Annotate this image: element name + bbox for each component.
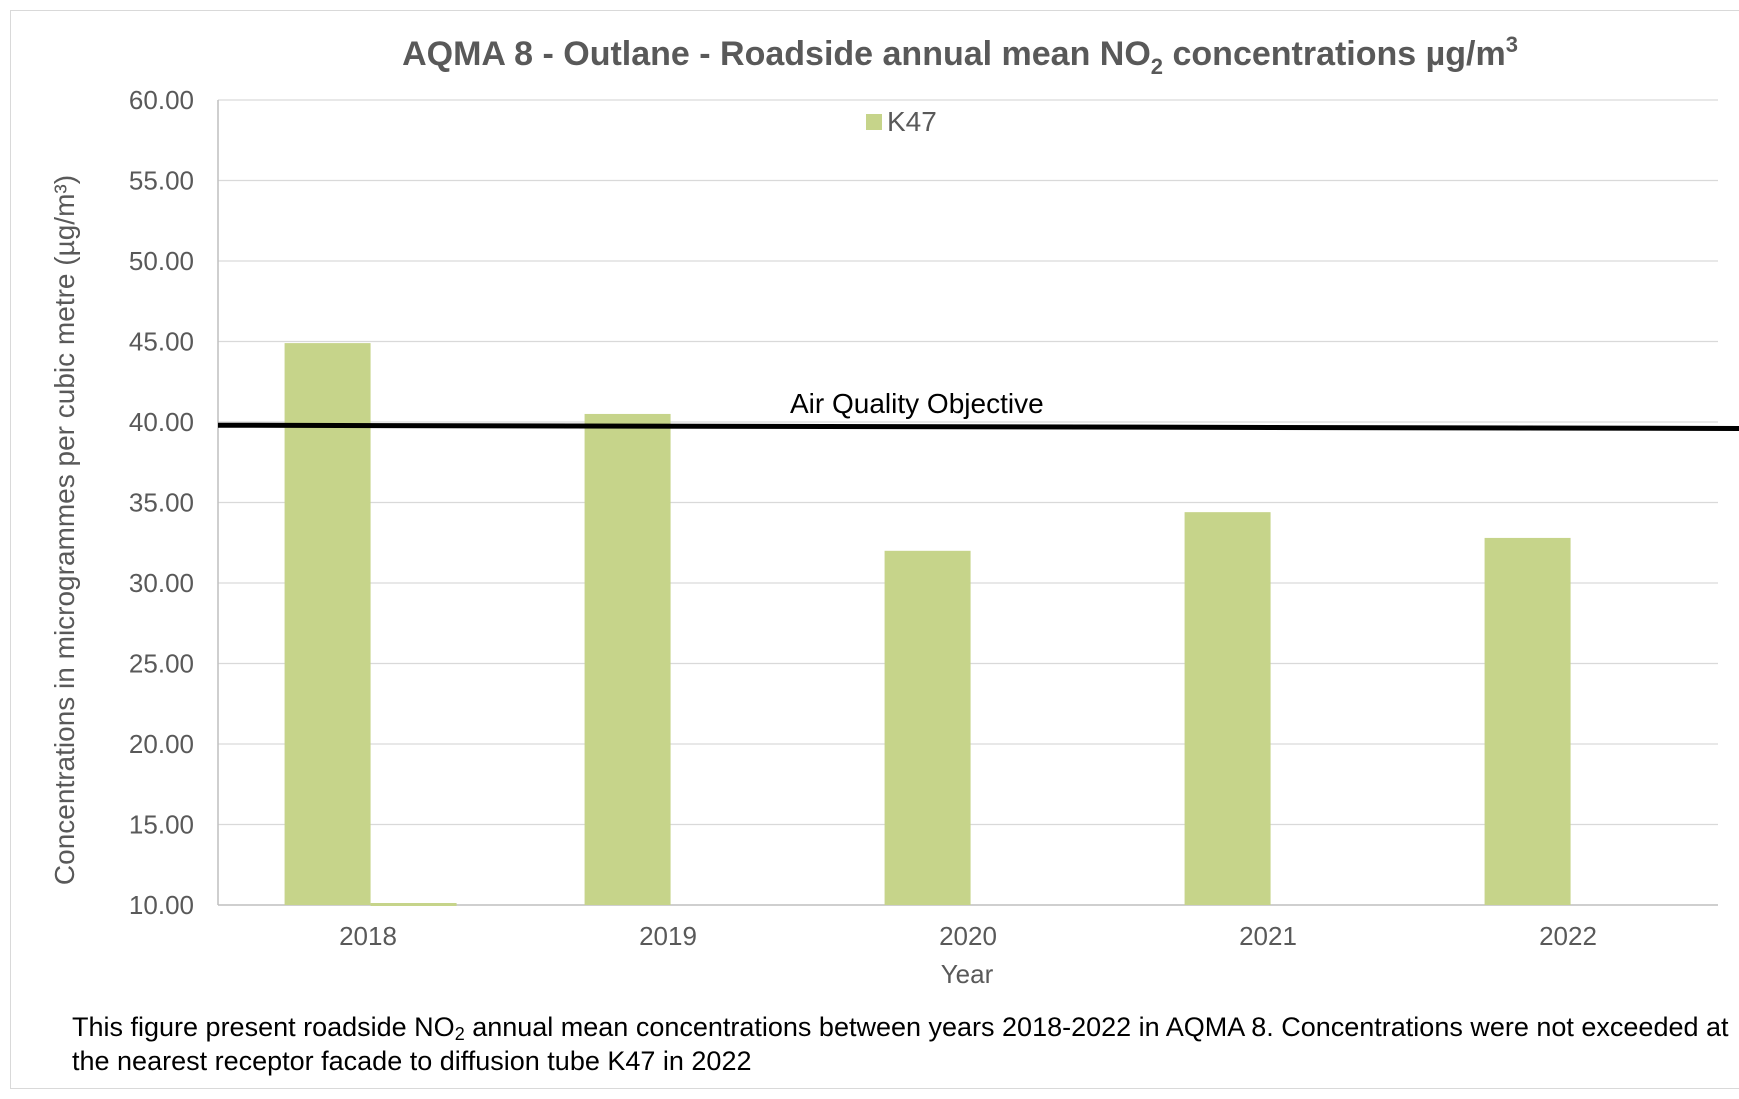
- y-tick-label: 60.00: [129, 85, 194, 115]
- legend: K47: [866, 106, 937, 137]
- objective-label: Air Quality Objective: [790, 388, 1044, 419]
- x-tick-label: 2022: [1539, 921, 1597, 951]
- x-tick-label: 2018: [339, 921, 397, 951]
- bar-2018: [284, 343, 371, 905]
- y-tick-label: 40.00: [129, 407, 194, 437]
- bar-chart: AQMA 8 - Outlane - Roadside annual mean …: [49, 32, 1739, 989]
- legend-label-k47: K47: [887, 106, 937, 137]
- y-axis-label: Concentrations in microgrammes per cubic…: [49, 175, 80, 885]
- x-tick-label: 2019: [639, 921, 697, 951]
- bar-2022: [1484, 537, 1571, 905]
- bar-2021: [1184, 512, 1271, 905]
- objective-line-group: Air Quality Objective: [217, 388, 1739, 431]
- y-tick-label: 55.00: [129, 166, 194, 196]
- chart-frame: [10, 10, 1739, 1089]
- bar-2020: [884, 550, 971, 905]
- bars: [284, 343, 1571, 906]
- x-tick-label: 2020: [939, 921, 997, 951]
- objective-line: [217, 422, 1739, 431]
- x-tick-label: 2021: [1239, 921, 1297, 951]
- chart-title: AQMA 8 - Outlane - Roadside annual mean …: [402, 32, 1518, 79]
- y-tick-label: 10.00: [129, 890, 194, 920]
- y-tick-label: 30.00: [129, 568, 194, 598]
- y-tick-label: 25.00: [129, 649, 194, 679]
- figure-caption: This figure present roadside NO2 annual …: [72, 1012, 1729, 1076]
- bar-2019: [584, 413, 671, 905]
- y-tick-label: 45.00: [129, 327, 194, 357]
- legend-swatch-k47: [866, 114, 882, 130]
- y-tick-label: 15.00: [129, 810, 194, 840]
- y-axis-ticks: 10.00 15.00 20.00 25.00 30.00 35.00 40.00 45.00…: [129, 85, 194, 920]
- x-axis-ticks: 2018 2019 2020 2021 2022: [339, 921, 1597, 951]
- y-tick-label: 50.00: [129, 246, 194, 276]
- x-axis-label: Year: [941, 959, 994, 989]
- bar-secondary-2018: [370, 903, 457, 906]
- y-tick-label: 20.00: [129, 729, 194, 759]
- y-tick-label: 35.00: [129, 488, 194, 518]
